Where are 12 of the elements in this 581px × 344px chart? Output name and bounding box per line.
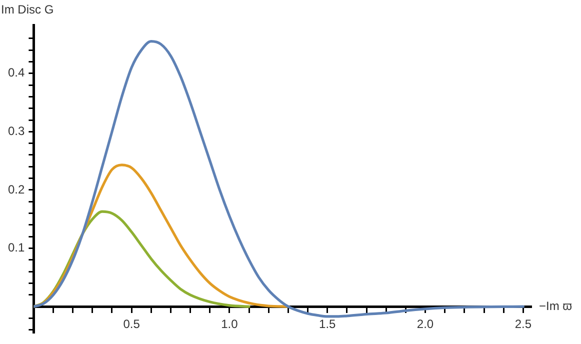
x-tick-label: 0.5 (123, 317, 140, 332)
y-axis-title: Im Disc G (1, 2, 54, 16)
x-tick-label: 1.5 (319, 317, 336, 332)
x-tick-label: 2.0 (416, 317, 434, 332)
y-tick-label: 0.4 (8, 66, 25, 80)
x-tick-label: 1.0 (221, 317, 238, 332)
x-axis-title: −Im ϖ (539, 298, 572, 313)
y-tick-label: 0.3 (8, 124, 25, 138)
x-tick-label: 2.5 (514, 317, 532, 332)
y-tick-label: 0.1 (8, 240, 25, 255)
y-tick-label: 0.2 (8, 182, 25, 196)
line-series (34, 40, 524, 318)
